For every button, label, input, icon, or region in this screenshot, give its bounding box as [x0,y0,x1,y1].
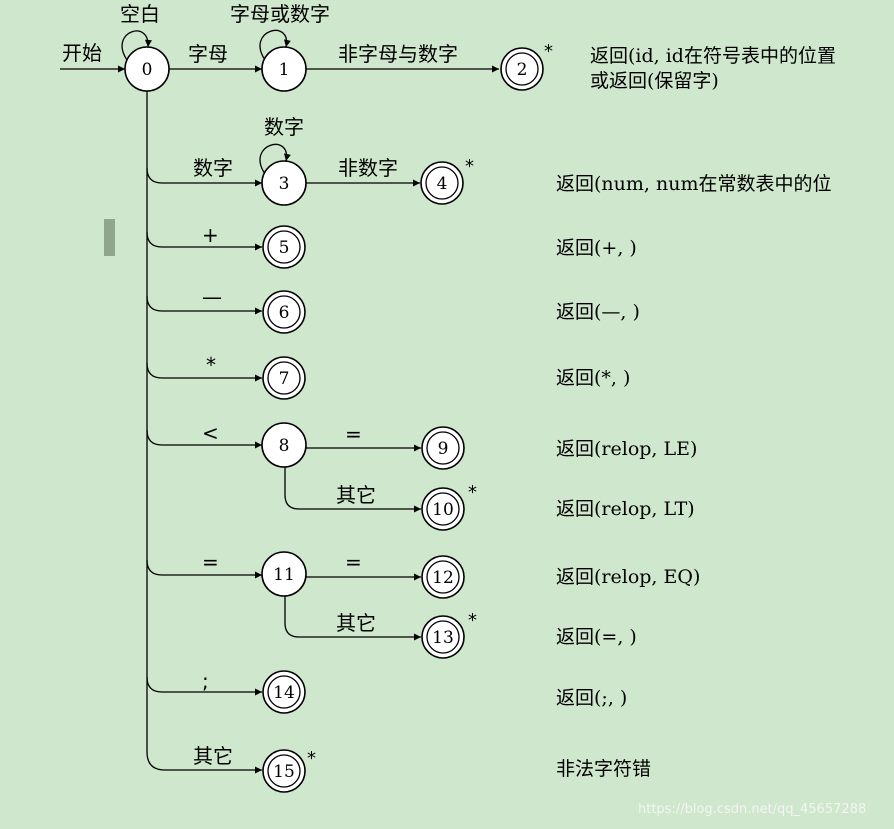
edge-0-15 [146,751,262,774]
state-6: 6 [262,290,306,334]
edge-3-4-label: 非数字 [338,156,398,180]
svg-text:7: 7 [279,369,290,389]
edge-0-1-label: 字母 [188,42,228,66]
start-label: 开始 [62,41,102,65]
edge-0-5 [146,231,262,251]
edge-0-3 [146,167,262,187]
edge-0-3-label: 数字 [193,156,233,180]
svg-text:1: 1 [279,60,290,80]
edge-0-11-label: = [202,550,219,574]
watermark: https://blog.csdn.net/qq_45657288 [638,802,866,817]
scroll-marker [104,219,115,256]
svg-text:11: 11 [273,565,295,585]
svg-text:3: 3 [279,174,290,194]
edge-0-14-label: ; [202,669,209,693]
return-4: 返回(num, num在常数表中的位 [556,173,831,195]
svg-text:4: 4 [437,174,448,194]
loop-1-label: 字母或数字 [230,2,330,26]
edge-1-2-label: 非字母与数字 [338,42,458,66]
edge-8-10-label: 其它 [336,483,376,507]
edge-0-6-label: — [202,285,222,309]
edge-0-7 [146,362,262,382]
state-15: 15 [262,749,306,793]
svg-text:14: 14 [273,683,295,703]
star-2: * [544,41,553,62]
edge-11-12-label: = [345,550,362,574]
return-2b: 或返回(保留字) [590,70,719,92]
loop-3-label: 数字 [264,115,304,139]
svg-text:0: 0 [142,60,153,80]
return-7: 返回(*, ) [556,367,630,389]
edge-0-15-label: 其它 [193,744,233,768]
svg-text:6: 6 [279,303,290,323]
state-0: 0 [124,46,170,92]
star-15: * [307,748,316,769]
edge-11-13-label: 其它 [336,611,376,635]
edge-0-8-label: < [202,421,219,445]
state-8: 8 [261,422,307,468]
return-13: 返回(=, ) [556,626,637,648]
state-3: 3 [261,160,307,206]
state-12: 12 [421,555,465,599]
svg-text:8: 8 [279,436,290,456]
state-1: 1 [261,46,307,92]
star-13: * [468,610,477,631]
return-10: 返回(relop, LT) [556,498,695,520]
state-14: 14 [262,670,306,714]
return-14: 返回(;, ) [556,687,627,709]
return-15: 非法字符错 [556,758,651,780]
state-11: 11 [261,551,307,597]
loop-3 [259,143,291,175]
svg-text:5: 5 [279,238,290,258]
state-9: 9 [421,426,465,470]
state-2: 2 [500,47,544,91]
svg-text:15: 15 [273,762,295,782]
return-5: 返回(+, ) [556,237,637,259]
return-6: 返回(—, ) [556,301,640,323]
loop-0 [121,30,152,61]
state-5: 5 [262,225,306,269]
svg-text:10: 10 [432,500,454,520]
return-2a: 返回(id, id在符号表中的位置 [590,45,836,67]
edge-0-6 [146,295,262,315]
edge-8-9-label: = [345,422,362,446]
state-10: 10 [421,487,465,531]
loop-1 [259,29,291,61]
return-12: 返回(relop, EQ) [556,566,700,588]
edge-0-8 [146,429,262,449]
edge-11-13 [284,596,421,641]
loop-0-label: 空白 [120,2,160,26]
star-10: * [468,482,477,503]
svg-text:9: 9 [438,439,449,459]
edge-0-7-label: * [206,353,216,377]
svg-text:13: 13 [432,628,454,648]
edge-0-5-label: + [202,223,219,247]
return-9: 返回(relop, LE) [556,438,697,460]
edge-8-10 [284,467,421,513]
svg-text:12: 12 [432,568,454,588]
state-4: 4 [420,161,464,205]
star-4: * [465,156,474,177]
state-7: 7 [262,356,306,400]
svg-text:2: 2 [517,60,528,80]
state-13: 13 [421,615,465,659]
edge-0-11 [146,559,262,579]
edge-0-14 [146,676,262,696]
